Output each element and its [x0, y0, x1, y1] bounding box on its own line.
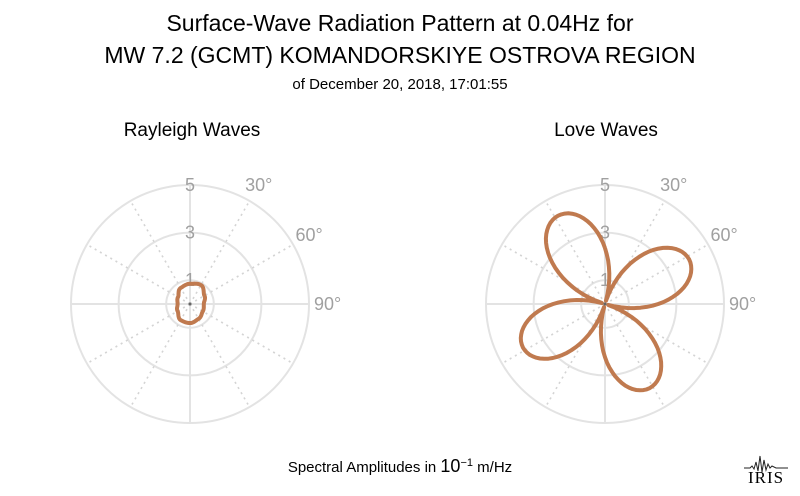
rayleigh-radial-tick-3: 3 [185, 223, 195, 243]
rayleigh-angle-tick-60: 60° [296, 225, 323, 245]
love-title: Love Waves [554, 120, 658, 141]
love-spoke-240 [501, 303, 606, 365]
iris-logo: IRIS [742, 452, 790, 488]
love-center-point [603, 302, 607, 306]
title-line-3: of December 20, 2018, 17:01:55 [292, 76, 508, 93]
amplitude-units-label: Spectral Amplitudes in 10−1 m/Hz [0, 456, 800, 477]
love-radiation-pattern-line [518, 211, 694, 393]
love-angle-tick-90: 90° [729, 294, 756, 314]
love-radial-tick-5: 5 [600, 175, 610, 195]
rayleigh-polar-chart: 1 3 5 30° 60° 90° [70, 175, 341, 424]
rayleigh-angle-tick-90: 90° [314, 294, 341, 314]
rayleigh-title: Rayleigh Waves [123, 120, 261, 141]
rayleigh-spoke-60 [189, 243, 294, 305]
units-exponent: −1 [460, 457, 473, 469]
rayleigh-angle-tick-30: 30° [245, 175, 272, 195]
rayleigh-center-point [188, 302, 192, 306]
love-polar-chart: 1 3 5 30° 60° 90° [485, 175, 756, 424]
rayleigh-radial-tick-1: 1 [185, 270, 195, 290]
rayleigh-radial-tick-5: 5 [185, 175, 195, 195]
logo-text: IRIS [747, 468, 785, 487]
rayleigh-spoke-240 [86, 303, 191, 365]
love-angle-tick-30: 30° [660, 175, 687, 195]
seismogram-icon [744, 455, 788, 473]
love-spoke-300 [501, 243, 606, 305]
units-prefix: Spectral Amplitudes in [287, 459, 441, 476]
love-spoke-120 [604, 303, 709, 365]
love-radial-tick-3: 3 [600, 223, 610, 243]
title-line-1: Surface-Wave Radiation Pattern at 0.04Hz… [166, 10, 634, 36]
love-spoke-210 [544, 303, 606, 408]
rayleigh-radiation-pattern-line [175, 281, 207, 325]
units-base: 10 [440, 456, 461, 476]
rayleigh-spoke-300 [86, 243, 191, 305]
love-spoke-150 [604, 303, 666, 408]
love-spoke-60 [604, 243, 709, 305]
title-line-2: MW 7.2 (GCMT) KOMANDORSKIYE OSTROVA REGI… [104, 42, 696, 68]
love-spoke-330 [544, 200, 606, 305]
units-suffix: m/Hz [472, 459, 513, 476]
rayleigh-spoke-150 [189, 303, 251, 408]
love-radial-tick-1: 1 [600, 270, 610, 290]
love-spoke-30 [604, 200, 666, 305]
love-angle-tick-60: 60° [711, 225, 738, 245]
rayleigh-spoke-30 [189, 200, 251, 305]
rayleigh-spoke-120 [189, 303, 294, 365]
